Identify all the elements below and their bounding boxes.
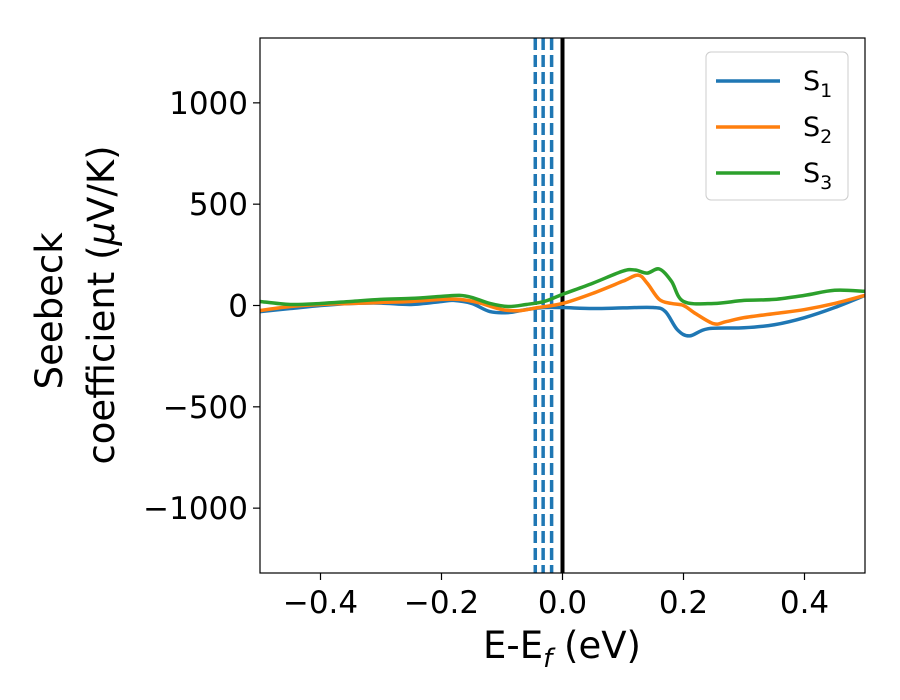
y-tick-label: −1000 (143, 491, 248, 527)
y-tick-label: −500 (163, 390, 248, 426)
legend: S1 S2 S3 (705, 51, 849, 201)
y-axis-label-line1: Seebeck (28, 232, 71, 390)
y-tick-label: 0 (228, 289, 248, 325)
legend-label-s1: S1 (803, 66, 832, 102)
x-tick-label: 0.2 (659, 585, 708, 621)
y-axis-label: Seebeck coefficient (μV/K) (28, 145, 123, 464)
legend-label-s3: S3 (803, 158, 832, 194)
x-axis-label: E-Ef (eV) (483, 624, 641, 674)
x-tick-label: 0.4 (780, 585, 829, 621)
series-line-s3 (260, 267, 865, 309)
series-line-s2 (260, 273, 865, 326)
y-axis-label-line2: coefficient (μV/K) (80, 145, 123, 464)
legend-label-s2: S2 (803, 112, 832, 148)
x-tick-label: 0.0 (538, 585, 587, 621)
x-tick-label: −0.2 (404, 585, 479, 621)
x-tick-label: −0.4 (283, 585, 358, 621)
y-tick-label: 1000 (169, 86, 248, 122)
y-tick-label: 500 (189, 187, 248, 223)
